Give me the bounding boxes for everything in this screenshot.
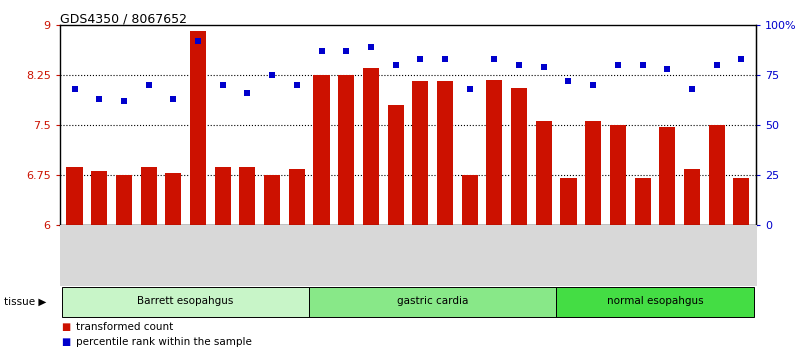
Text: Barrett esopahgus: Barrett esopahgus <box>138 296 234 306</box>
Text: ■: ■ <box>60 337 70 347</box>
Point <box>217 82 229 88</box>
Point <box>315 48 328 53</box>
Bar <box>240 167 256 225</box>
Bar <box>437 81 453 225</box>
Point <box>142 82 155 88</box>
Text: normal esopahgus: normal esopahgus <box>607 296 703 306</box>
Bar <box>511 88 527 225</box>
Bar <box>190 32 206 225</box>
Text: transformed count: transformed count <box>76 322 173 332</box>
Bar <box>486 80 502 225</box>
Bar <box>560 178 576 225</box>
Bar <box>634 178 650 225</box>
Text: ■: ■ <box>60 322 70 332</box>
Point <box>192 38 205 44</box>
Point <box>68 86 81 92</box>
Bar <box>141 167 157 225</box>
FancyBboxPatch shape <box>309 287 556 317</box>
Bar <box>166 173 181 225</box>
Bar <box>610 125 626 225</box>
Bar <box>289 169 305 225</box>
Point <box>587 82 599 88</box>
Point <box>167 96 180 102</box>
Text: percentile rank within the sample: percentile rank within the sample <box>76 337 252 347</box>
Point <box>537 64 550 70</box>
Bar <box>684 170 700 225</box>
Point <box>488 56 501 62</box>
Point <box>710 62 723 68</box>
Point <box>562 78 575 84</box>
Point <box>513 62 525 68</box>
Point <box>414 56 427 62</box>
Bar <box>363 68 379 225</box>
Bar <box>412 81 428 225</box>
Bar <box>708 125 724 225</box>
Text: gastric cardia: gastric cardia <box>397 296 468 306</box>
Bar <box>659 127 675 225</box>
Point <box>735 56 747 62</box>
Point <box>661 66 673 72</box>
Bar <box>314 75 330 225</box>
Bar <box>462 176 478 225</box>
FancyBboxPatch shape <box>62 287 309 317</box>
FancyBboxPatch shape <box>556 287 754 317</box>
Point <box>365 44 377 50</box>
Bar <box>388 105 404 225</box>
Bar <box>264 175 280 225</box>
Text: tissue ▶: tissue ▶ <box>4 297 46 307</box>
Point <box>389 62 402 68</box>
Point <box>611 62 624 68</box>
Point <box>636 62 649 68</box>
Point <box>340 48 353 53</box>
Point <box>266 72 279 78</box>
Bar <box>536 121 552 225</box>
Bar <box>585 121 601 225</box>
Point <box>118 98 131 104</box>
Text: GDS4350 / 8067652: GDS4350 / 8067652 <box>60 12 187 25</box>
Point <box>93 96 106 102</box>
Bar <box>338 75 354 225</box>
Point <box>291 82 303 88</box>
Bar <box>116 176 132 225</box>
Bar <box>215 167 231 225</box>
Point <box>439 56 451 62</box>
Point <box>463 86 476 92</box>
Point <box>241 90 254 96</box>
Bar <box>67 167 83 225</box>
Point <box>685 86 698 92</box>
Bar <box>92 171 107 225</box>
Bar <box>733 178 749 225</box>
